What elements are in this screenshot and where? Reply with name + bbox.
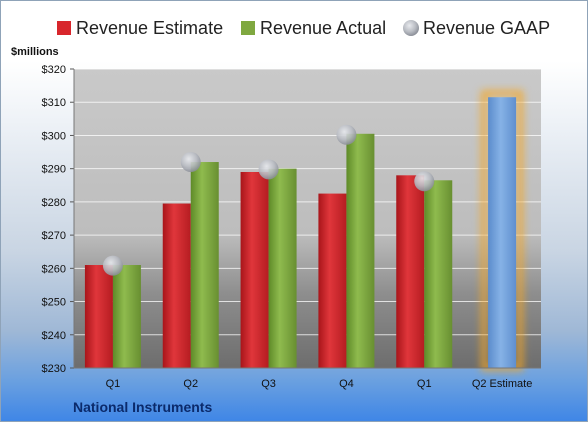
bar-revenue-actual (346, 133, 375, 368)
y-tick-label: $230 (42, 363, 66, 375)
plot-area (74, 69, 541, 368)
bar-revenue-estimate (162, 203, 191, 368)
y-tick-label: $320 (42, 64, 66, 76)
point-revenue-gaap (102, 255, 123, 276)
bar-revenue-actual (190, 162, 219, 368)
x-axis: Q1 Q2 Q3 Q4 Q1 Q2 Estimate (74, 367, 541, 390)
x-tick-label: Q1 (417, 378, 432, 390)
y-tick-label: $270 (42, 230, 66, 242)
bar-revenue-actual (268, 168, 297, 368)
company-name: National Instruments (73, 399, 212, 415)
point-revenue-gaap (180, 152, 201, 173)
legend: Revenue Estimate Revenue Actual Revenue GA… (57, 18, 550, 38)
point-revenue-gaap (258, 159, 279, 180)
y-tick-label: $310 (42, 97, 66, 109)
bar-q2-estimate (488, 97, 517, 368)
y-unit-label: $millions (11, 46, 59, 58)
y-tick-label: $290 (42, 164, 66, 176)
point-revenue-gaap (414, 171, 435, 192)
y-tick-label: $300 (42, 130, 66, 142)
x-tick-label: Q1 (106, 378, 121, 390)
bar-revenue-estimate (396, 175, 425, 368)
legend-swatch (57, 21, 71, 35)
point-revenue-gaap (336, 124, 357, 145)
y-tick-label: $260 (42, 263, 66, 275)
x-tick-label: Q3 (261, 378, 276, 390)
gridlines (74, 68, 541, 369)
bars (84, 90, 524, 371)
bar-revenue-actual (424, 180, 453, 368)
legend-label: Revenue Estimate (76, 18, 223, 38)
gaap-points (102, 124, 435, 276)
y-axis: $230 $240 $250 $260 $270 $280 $290 $300 $310 $320 (42, 64, 75, 375)
legend-swatch (241, 21, 255, 35)
x-tick-label: Q2 (183, 378, 198, 390)
legend-swatch (403, 20, 419, 36)
bar-revenue-actual (112, 265, 141, 368)
legend-label: Revenue GAAP (423, 18, 550, 38)
y-tick-label: $280 (42, 197, 66, 209)
x-tick-label: Q4 (339, 378, 354, 390)
bar-revenue-estimate (84, 265, 113, 368)
legend-label: Revenue Actual (260, 18, 386, 38)
y-tick-label: $240 (42, 330, 66, 342)
bar-revenue-estimate (318, 193, 347, 368)
x-tick-label: Q2 Estimate (472, 378, 533, 390)
y-tick-label: $250 (42, 297, 66, 309)
bar-revenue-estimate (240, 171, 269, 368)
